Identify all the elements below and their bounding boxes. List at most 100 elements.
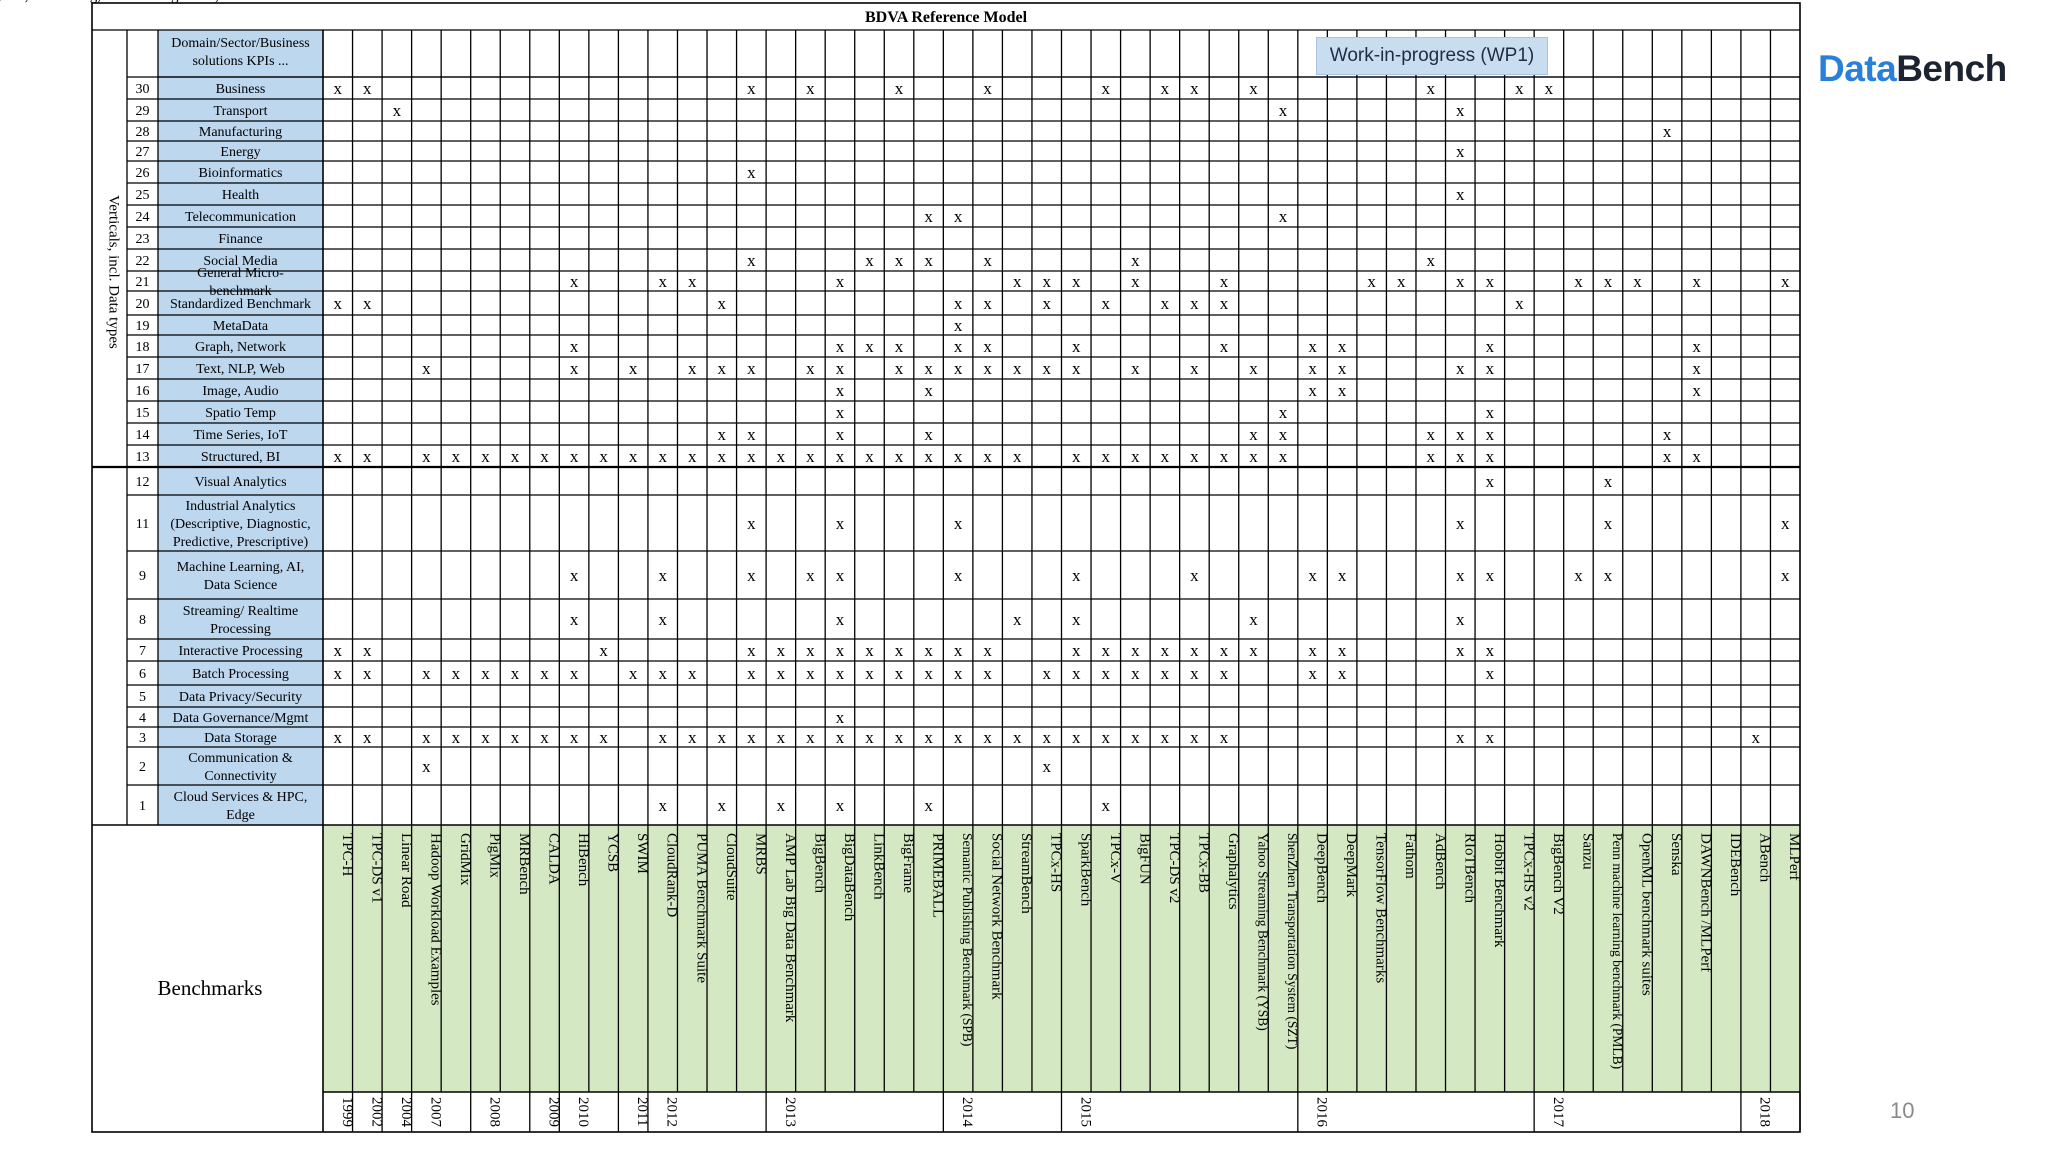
check-mark: x — [363, 79, 372, 98]
check-mark: x — [1751, 728, 1760, 747]
check-mark: x — [777, 796, 786, 815]
check-mark: x — [895, 728, 904, 747]
logo-part1: Data — [1818, 48, 1897, 89]
check-mark: x — [481, 447, 490, 466]
check-mark: x — [983, 294, 992, 313]
check-mark: x — [1486, 337, 1495, 356]
check-mark: x — [658, 610, 667, 629]
row-label: Data Privacy/Security — [179, 690, 302, 705]
benchmark-name: BigFUN — [1136, 833, 1152, 885]
benchmark-name: OpenML benchmark suites — [1639, 833, 1655, 996]
header-label: solutions KPIs ... — [192, 54, 288, 69]
check-mark: x — [1131, 272, 1140, 291]
check-mark: x — [983, 359, 992, 378]
logo-part2: Bench — [1896, 48, 2007, 89]
check-mark: x — [806, 664, 815, 683]
check-mark: x — [1131, 359, 1140, 378]
check-mark: x — [1486, 425, 1495, 444]
check-mark: x — [1663, 425, 1672, 444]
check-mark: x — [1338, 566, 1347, 585]
check-mark: x — [954, 207, 963, 226]
check-mark: x — [747, 425, 756, 444]
check-mark: x — [1604, 566, 1613, 585]
check-mark: x — [511, 664, 520, 683]
check-mark: x — [836, 272, 845, 291]
check-mark: x — [924, 251, 933, 270]
benchmark-name: DAWNBench /MLPerf — [1698, 833, 1714, 972]
check-mark: x — [1072, 641, 1081, 660]
check-mark: x — [924, 728, 933, 747]
check-mark: x — [452, 664, 461, 683]
check-mark: x — [363, 294, 372, 313]
check-mark: x — [1338, 664, 1347, 683]
benchmark-name: ShenZhen Transportation System (SZT) — [1285, 833, 1300, 1049]
benchmark-name: RIoTBench — [1461, 833, 1477, 903]
row-label: Visual Analytics — [194, 475, 286, 490]
check-mark: x — [924, 359, 933, 378]
check-mark: x — [1604, 272, 1613, 291]
row-label: (Descriptive, Diagnostic, — [170, 517, 310, 532]
benchmark-name: TPC-DS v1 — [368, 833, 384, 903]
check-mark: x — [1072, 272, 1081, 291]
check-mark: x — [983, 728, 992, 747]
check-mark: x — [806, 447, 815, 466]
check-mark: x — [422, 728, 431, 747]
row-label: Spatio Temp — [205, 406, 276, 421]
check-mark: x — [393, 101, 402, 120]
check-mark: x — [836, 403, 845, 422]
check-mark: x — [1131, 251, 1140, 270]
check-mark: x — [836, 425, 845, 444]
check-mark: x — [836, 447, 845, 466]
benchmark-name: CloudRank-D — [664, 833, 680, 917]
check-mark: x — [747, 641, 756, 660]
check-mark: x — [629, 447, 638, 466]
check-mark: x — [1013, 359, 1022, 378]
check-mark: x — [1338, 641, 1347, 660]
check-mark: x — [1781, 514, 1790, 533]
check-mark: x — [1131, 447, 1140, 466]
row-label: Graph, Network — [195, 340, 286, 355]
check-mark: x — [865, 251, 874, 270]
page-number: 10 — [1890, 1098, 1915, 1123]
check-mark: x — [1220, 641, 1229, 660]
group-label: Verticals, incl. Data types — [106, 195, 122, 349]
row-number: 13 — [136, 450, 150, 465]
year-label: 2002 — [368, 1097, 384, 1127]
check-mark: x — [1367, 272, 1376, 291]
benchmark-name: PRIMEBALL — [930, 833, 946, 918]
check-mark: x — [954, 641, 963, 660]
check-mark: x — [954, 566, 963, 585]
check-mark: x — [1042, 664, 1051, 683]
group-label: Analytics, Processing, Data Management, … — [0, 0, 252, 4]
row-label: Social Media — [203, 254, 278, 269]
check-mark: x — [1220, 728, 1229, 747]
check-mark: x — [865, 728, 874, 747]
row-label: Edge — [226, 808, 255, 823]
row-label: General Micro- — [197, 266, 284, 281]
check-mark: x — [1249, 79, 1258, 98]
row-label: Data Governance/Mgmt — [173, 711, 309, 726]
check-mark: x — [1545, 79, 1554, 98]
benchmark-name: HiBench — [575, 833, 591, 887]
databench-logo: DataBench — [1818, 48, 2007, 90]
year-label: 2009 — [546, 1097, 562, 1127]
check-mark: x — [1456, 425, 1465, 444]
check-mark: x — [895, 79, 904, 98]
check-mark: x — [1486, 447, 1495, 466]
benchmark-name: Linear Road — [398, 833, 414, 908]
check-mark: x — [334, 728, 343, 747]
benchmark-name: ABench — [1757, 833, 1773, 883]
row-number: 16 — [136, 384, 150, 399]
check-mark: x — [895, 359, 904, 378]
check-mark: x — [422, 664, 431, 683]
check-mark: x — [658, 664, 667, 683]
check-mark: x — [1072, 610, 1081, 629]
year-label: 2007 — [427, 1097, 443, 1128]
check-mark: x — [718, 447, 727, 466]
benchmark-name: TPCx-HS — [1048, 833, 1064, 892]
row-number: 18 — [136, 340, 150, 355]
benchmark-name: DeepBench — [1314, 833, 1330, 903]
check-mark: x — [688, 272, 697, 291]
row-label: Data Storage — [204, 731, 277, 746]
check-mark: x — [422, 757, 431, 776]
